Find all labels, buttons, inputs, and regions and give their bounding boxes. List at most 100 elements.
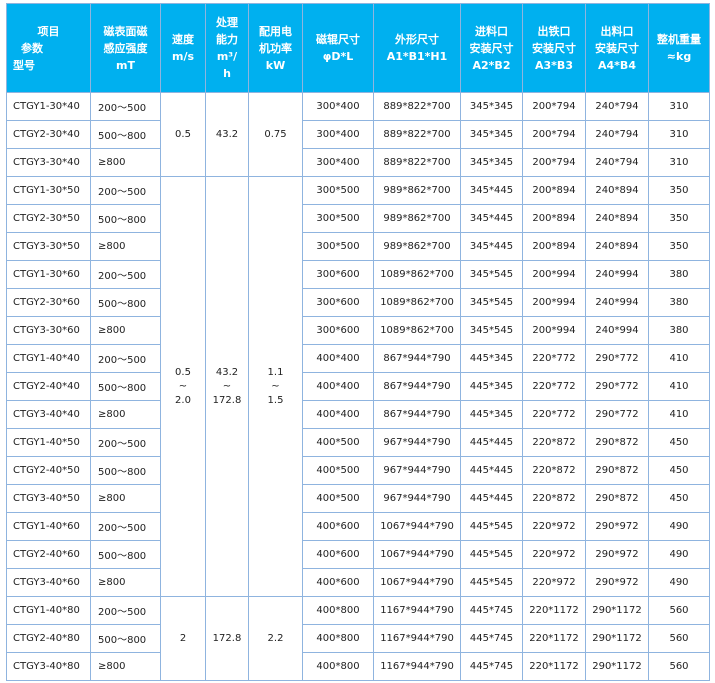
dimensions-cell: 1067*944*790 [373, 512, 461, 541]
weight-cell: 310 [648, 120, 710, 149]
dimensions-cell: 967*944*790 [373, 484, 461, 513]
inlet-size-cell: 445*545 [460, 568, 523, 597]
field-strength-cell: ≥800 [90, 316, 161, 345]
iron-outlet-size-cell: 220*772 [522, 372, 586, 401]
field-strength-cell: 500～800 [90, 540, 161, 569]
table-row: CTGY3-30*60 ≥800 300*600 1089*862*700 345*54… [6, 316, 710, 345]
table-row: CTGY1-30*60 200～500 300*600 1089*862*700 345… [6, 260, 710, 289]
inlet-size-cell: 345*545 [460, 316, 523, 345]
iron-outlet-size-cell: 220*872 [522, 428, 586, 457]
model-cell: CTGY1-30*50 [6, 176, 91, 205]
weight-cell: 490 [648, 512, 710, 541]
header-text: 处理 [216, 16, 238, 29]
iron-outlet-size-cell: 200*994 [522, 288, 586, 317]
field-strength-cell: 200～500 [90, 176, 161, 205]
outlet-size-cell: 240*794 [585, 120, 649, 149]
dimensions-cell: 989*862*700 [373, 204, 461, 233]
dimensions-cell: 967*944*790 [373, 456, 461, 485]
power-text: 0.75 [264, 128, 287, 140]
dimensions-cell: 1167*944*790 [373, 652, 461, 681]
inlet-size-cell: 445*745 [460, 596, 523, 625]
outlet-size-cell: 240*794 [585, 148, 649, 177]
outlet-size-cell: 290*872 [585, 484, 649, 513]
header-text: 感应强度 [103, 41, 148, 55]
inlet-size-cell: 445*345 [460, 344, 523, 373]
power-text: 2.2 [267, 632, 284, 644]
model-cell: CTGY2-40*50 [6, 456, 91, 485]
header-text: A1*B1*H1 [386, 50, 448, 63]
capacity-cell: 43.2 ~172.8 [205, 176, 249, 597]
iron-outlet-size-cell: 200*994 [522, 260, 586, 289]
header-text: 项目 [37, 24, 60, 38]
header-text: 出铁口 [537, 24, 571, 38]
roller-size-cell: 400*600 [302, 568, 374, 597]
table-row: CTGY2-40*60 500～800 400*600 1067*944*790 445… [6, 540, 710, 569]
speed-cell: 2 [160, 596, 206, 681]
roller-size-cell: 300*600 [302, 316, 374, 345]
header-text: φD*L [322, 50, 354, 63]
weight-header: 整机重量 ≈kg [648, 3, 710, 93]
table-row: CTGY1-40*80 200～500 2 172.8 2.2 400*800 1167*9… [6, 596, 710, 681]
roller-size-cell: 400*500 [302, 428, 374, 457]
field-strength-cell: 200～500 [90, 92, 161, 121]
header-text: A4*B4 [598, 58, 636, 72]
header-text: 型号 [13, 58, 35, 72]
weight-cell: 560 [648, 624, 710, 653]
table-row: CTGY1-40*60 200～500 400*600 1067*944*790 445… [6, 512, 710, 541]
iron-outlet-size-cell: 220*772 [522, 400, 586, 429]
header-text: 机功率 [259, 41, 292, 55]
field-strength-cell: 500～800 [90, 624, 161, 653]
header-text: 速度 [172, 33, 194, 46]
iron-outlet-size-cell: 220*1172 [522, 624, 586, 653]
table-row: CTGY3-30*50 ≥800 300*500 989*862*700 345*445… [6, 232, 710, 261]
dimensions-cell: 889*822*700 [373, 148, 461, 177]
inlet-size-cell: 345*545 [460, 260, 523, 289]
header-text: 磁表面磁 [103, 24, 148, 38]
header-text: 能力 [216, 33, 238, 46]
table-body: CTGY1-30*40 200～500 0.5 43.2 0.75 300*400 889*… [6, 92, 710, 681]
inlet-size-cell: 445*745 [460, 624, 523, 653]
model-cell: CTGY2-40*60 [6, 540, 91, 569]
header-text: m³/ [216, 50, 238, 63]
roller-size-cell: 300*400 [302, 92, 374, 121]
roller-size-cell: 300*400 [302, 148, 374, 177]
capacity-cell: 43.2 [205, 92, 249, 177]
iron-outlet-size-cell: 220*872 [522, 456, 586, 485]
header-text: kW [265, 58, 286, 72]
roller-size-cell: 300*500 [302, 232, 374, 261]
field-strength-cell: ≥800 [90, 148, 161, 177]
weight-cell: 490 [648, 568, 710, 597]
field-strength-cell: ≥800 [90, 652, 161, 681]
header-text: 参数 [21, 41, 43, 55]
roller-size-cell: 400*500 [302, 456, 374, 485]
model-cell: CTGY1-30*40 [6, 92, 91, 121]
capacity-text: ~ [222, 380, 232, 392]
model-cell: CTGY2-30*50 [6, 204, 91, 233]
model-cell: CTGY2-40*80 [6, 624, 91, 653]
roller-size-cell: 400*600 [302, 540, 374, 569]
model-cell: CTGY3-40*60 [6, 568, 91, 597]
roller-size-header: 磁辊尺寸 φD*L [302, 3, 374, 93]
dimensions-cell: 967*944*790 [373, 428, 461, 457]
header-text: 配用电 [259, 24, 292, 38]
weight-cell: 450 [648, 456, 710, 485]
header-text: 外形尺寸 [395, 33, 439, 46]
roller-size-cell: 400*400 [302, 372, 374, 401]
field-strength-cell: ≥800 [90, 568, 161, 597]
header-row: 项目 参数 型号 磁表面磁 感应强度 mT 速度 m/s 处理 能力 m³/h 配用电 机功率 kW 磁辊尺… [6, 3, 710, 93]
field-strength-cell: 500～800 [90, 120, 161, 149]
model-cell: CTGY3-40*50 [6, 484, 91, 513]
power-text: 1.5 [267, 394, 284, 406]
model-cell: CTGY3-40*80 [6, 652, 91, 681]
weight-cell: 450 [648, 484, 710, 513]
model-cell: CTGY1-40*80 [6, 596, 91, 625]
outlet-size-cell: 290*872 [585, 428, 649, 457]
outlet-size-cell: 240*994 [585, 288, 649, 317]
capacity-text: 43.2 [215, 366, 239, 378]
iron-outlet-size-cell: 220*1172 [522, 596, 586, 625]
power-text: ~ [271, 380, 280, 392]
iron-outlet-size-cell: 200*994 [522, 316, 586, 345]
roller-size-cell: 300*500 [302, 204, 374, 233]
outlet-size-header: 出料口 安装尺寸 A4*B4 [585, 3, 649, 93]
table-row: CTGY1-40*40 200～500 400*400 867*944*790 445*… [6, 344, 710, 373]
